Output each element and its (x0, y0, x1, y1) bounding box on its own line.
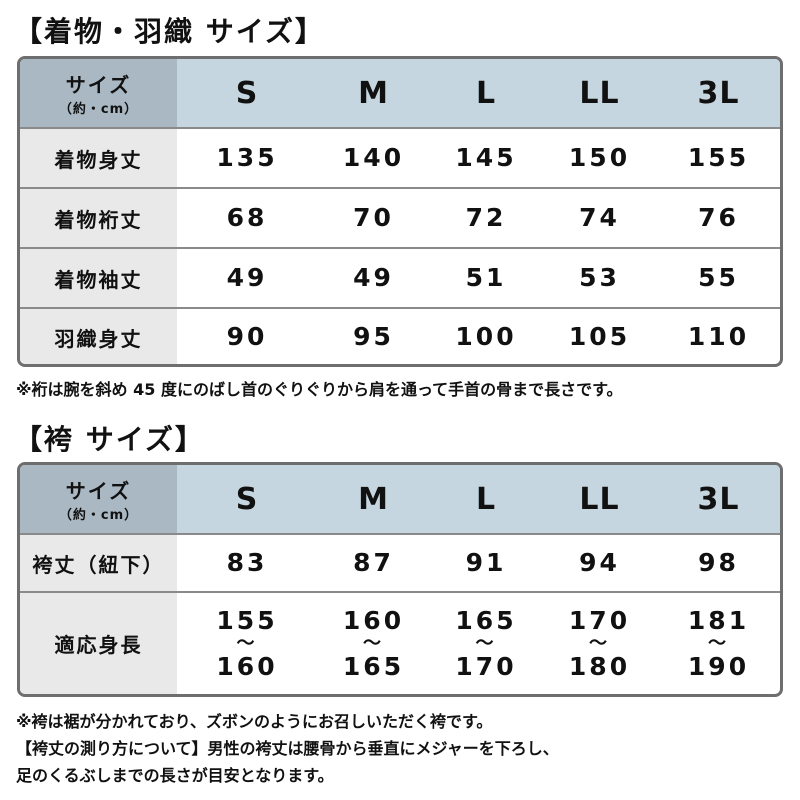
size-header: L (475, 481, 497, 517)
row-label: 着物裄丈 (20, 189, 177, 247)
height-range-cell: 160 〜 165 (317, 593, 430, 694)
value-cell: 90 (226, 322, 268, 352)
header-row: サイズ （約・cm） S M L LL 3L (20, 465, 780, 533)
height-range-cell: 170 〜 180 (542, 593, 657, 694)
hakama-note-2: 【袴丈の測り方について】男性の袴丈は腰骨から垂直にメジャーを下ろし、 (16, 739, 559, 758)
value-cell: 140 (342, 143, 405, 173)
height-to: 160 (216, 651, 278, 681)
kimono-size-table: サイズ （約・cm） S M L LL 3L 着物身丈 135 140 145 150 155 着物裄丈 6… (17, 56, 783, 367)
value-cell: 95 (353, 322, 394, 352)
value-cell: 105 (568, 322, 631, 352)
row-label: 着物身丈 (20, 129, 177, 187)
height-from: 160 (342, 606, 405, 635)
range-tilde: 〜 (236, 632, 258, 654)
table-row: 着物身丈 135 140 145 150 155 (20, 127, 780, 187)
value-cell: 49 (226, 263, 268, 293)
height-to: 170 (455, 651, 517, 681)
height-from: 155 (216, 606, 278, 635)
value-cell: 98 (698, 548, 739, 578)
kimono-note: ※裄は腕を斜め 45 度にのばし首のぐりぐりから肩を通って手首の骨まで長さです。 (16, 380, 623, 399)
row-label: 袴丈（紐下） (20, 535, 177, 591)
hakama-size-table: サイズ （約・cm） S M L LL 3L 袴丈（紐下） 83 87 91 94 98 適応身長 155 〜… (17, 462, 783, 697)
value-cell: 70 (353, 203, 394, 233)
value-cell: 83 (226, 548, 268, 578)
range-tilde: 〜 (475, 632, 497, 654)
height-from: 181 (687, 606, 750, 635)
value-cell: 155 (687, 143, 750, 173)
header-row: サイズ （約・cm） S M L LL 3L (20, 59, 780, 127)
size-header: L (475, 75, 497, 111)
height-range-cell: 165 〜 170 (430, 593, 542, 694)
row-label: 適応身長 (20, 593, 177, 694)
value-cell: 53 (579, 263, 620, 293)
value-cell: 76 (698, 203, 739, 233)
value-cell: 74 (579, 203, 620, 233)
height-from: 170 (568, 606, 631, 635)
height-range-cell: 155 〜 160 (177, 593, 317, 694)
table-row: 袴丈（紐下） 83 87 91 94 98 (20, 533, 780, 591)
value-cell: 72 (465, 203, 507, 233)
value-cell: 51 (465, 263, 507, 293)
size-header: LL (579, 75, 620, 111)
kimono-title: 【着物・羽織 サイズ】 (14, 15, 325, 48)
height-to: 190 (687, 651, 750, 681)
height-to: 165 (342, 651, 405, 681)
size-header: M (358, 75, 389, 111)
row-label: 着物袖丈 (20, 249, 177, 307)
range-tilde: 〜 (589, 632, 610, 654)
range-tilde: 〜 (708, 632, 729, 654)
size-header: 3L (697, 75, 740, 111)
value-cell: 91 (465, 548, 507, 578)
table-row: 着物袖丈 49 49 51 53 55 (20, 247, 780, 307)
value-cell: 55 (698, 263, 739, 293)
row-label: 羽織身丈 (20, 309, 177, 364)
size-label-cell: サイズ （約・cm） (20, 59, 177, 127)
table-row: 着物裄丈 68 70 72 74 76 (20, 187, 780, 247)
value-cell: 135 (216, 143, 278, 173)
height-range-cell: 181 〜 190 (657, 593, 780, 694)
value-cell: 110 (687, 322, 750, 352)
range-tilde: 〜 (363, 632, 384, 654)
size-label: サイズ (65, 479, 132, 503)
unit-label: （約・cm） (58, 102, 139, 117)
value-cell: 145 (455, 143, 517, 173)
unit-label: （約・cm） (58, 508, 139, 523)
height-from: 165 (455, 606, 517, 635)
value-cell: 150 (568, 143, 631, 173)
value-cell: 49 (353, 263, 394, 293)
hakama-note-1: ※袴は裾が分かれており、ズボンのようにお召しいただく袴です。 (16, 712, 493, 731)
size-header: 3L (697, 481, 740, 517)
table-row: 羽織身丈 90 95 100 105 110 (20, 307, 780, 364)
size-label: サイズ (65, 73, 132, 97)
table-row: 適応身長 155 〜 160 160 〜 165 165 〜 170 170 〜 180 181 〜 190 (20, 591, 780, 694)
size-header: M (358, 481, 389, 517)
value-cell: 68 (226, 203, 268, 233)
value-cell: 100 (455, 322, 517, 352)
size-label-cell: サイズ （約・cm） (20, 465, 177, 533)
height-to: 180 (568, 651, 631, 681)
size-header: S (235, 75, 259, 111)
value-cell: 94 (579, 548, 620, 578)
hakama-note-3: 足のくるぶしまでの長さが目安となります。 (16, 766, 334, 785)
size-header: S (235, 481, 259, 517)
size-header: LL (579, 481, 620, 517)
hakama-title: 【袴 サイズ】 (14, 423, 205, 456)
value-cell: 87 (353, 548, 394, 578)
